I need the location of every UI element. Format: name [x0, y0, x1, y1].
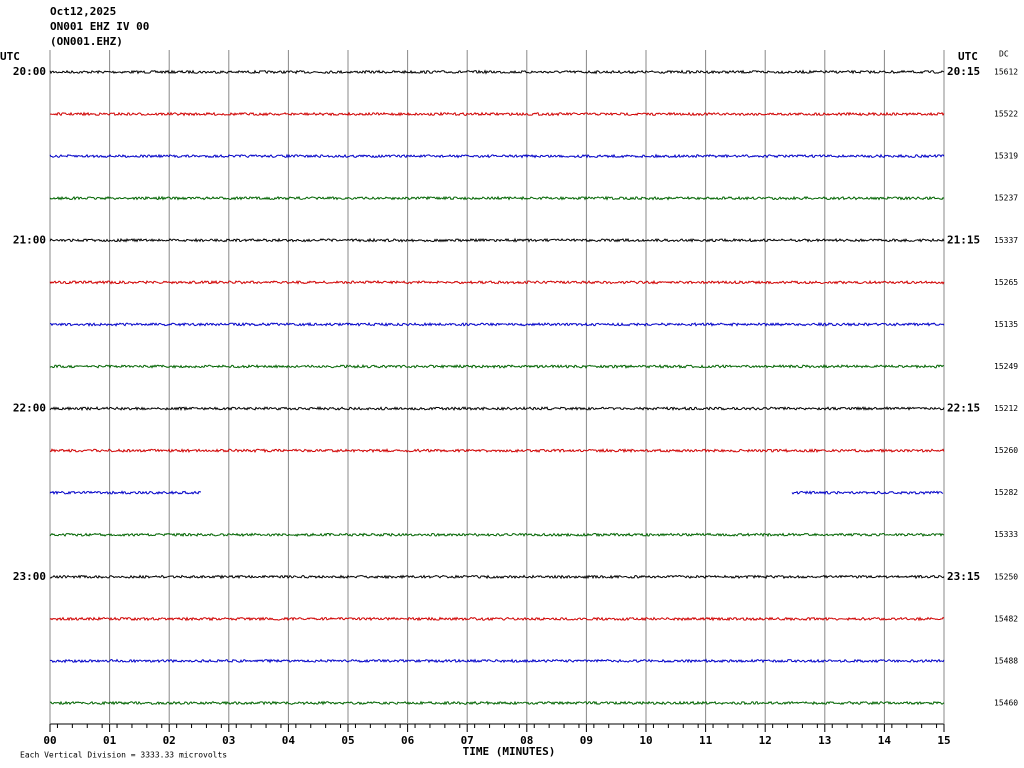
row-time-right: 22:15 [947, 402, 980, 415]
dc-value: 15250 [994, 572, 1018, 581]
x-tick-label: 04 [282, 734, 296, 747]
x-tick-label: 05 [341, 734, 354, 747]
trace [49, 363, 945, 369]
x-tick-label: 07 [461, 734, 474, 747]
right-axis-title: UTC [958, 50, 978, 63]
x-tick-label: 10 [639, 734, 652, 747]
row-time-left: 21:00 [13, 233, 46, 246]
dc-value: 15460 [994, 699, 1018, 708]
row-time-right: 21:15 [947, 233, 980, 246]
dc-value: 15282 [994, 488, 1018, 497]
trace [49, 448, 945, 454]
trace [49, 406, 945, 412]
dc-value: 15488 [994, 656, 1018, 665]
x-tick-label: 13 [818, 734, 831, 747]
x-tick-label: 02 [163, 734, 176, 747]
header-line: Oct12,2025 [50, 5, 116, 18]
dc-value: 15249 [994, 362, 1018, 371]
x-tick-label: 00 [43, 734, 56, 747]
x-tick-label: 03 [222, 734, 235, 747]
trace [49, 616, 945, 622]
trace [49, 195, 945, 201]
trace [49, 153, 945, 159]
header-line: ON001 EHZ IV 00 [50, 20, 149, 33]
row-time-left: 23:00 [13, 570, 46, 583]
dc-value: 15482 [994, 614, 1018, 623]
trace [49, 321, 945, 327]
trace [49, 532, 945, 538]
x-tick-label: 15 [937, 734, 950, 747]
trace [49, 658, 945, 664]
dc-value: 15612 [994, 68, 1018, 77]
dc-value: 15337 [994, 236, 1018, 245]
row-time-left: 22:00 [13, 402, 46, 415]
row-time-left: 20:00 [13, 65, 46, 78]
x-tick-label: 11 [699, 734, 713, 747]
trace [49, 490, 201, 495]
dc-value: 15265 [994, 278, 1018, 287]
dc-value: 15135 [994, 320, 1018, 329]
x-tick-label: 09 [580, 734, 593, 747]
dc-value: 15319 [994, 152, 1018, 161]
left-axis-title: UTC [0, 50, 20, 63]
x-tick-label: 06 [401, 734, 415, 747]
dc-value: 15522 [994, 110, 1018, 119]
dc-value: 15237 [994, 194, 1018, 203]
x-tick-label: 08 [520, 734, 533, 747]
x-axis-title: TIME (MINUTES) [463, 745, 556, 758]
footnote: Each Vertical Division = 3333.33 microvo… [20, 751, 227, 760]
dc-value: 15260 [994, 446, 1018, 455]
trace [49, 279, 945, 285]
trace [49, 574, 945, 580]
x-tick-label: 01 [103, 734, 117, 747]
dc-value: 15212 [994, 404, 1018, 413]
row-time-right: 20:15 [947, 65, 980, 78]
trace [49, 237, 945, 243]
trace [791, 490, 944, 496]
x-tick-label: 12 [759, 734, 772, 747]
x-tick-label: 14 [878, 734, 892, 747]
dc-value: 15333 [994, 530, 1018, 539]
trace [49, 700, 945, 706]
trace [50, 111, 945, 117]
header-line: (ON001.EHZ) [50, 35, 123, 48]
trace [49, 69, 945, 75]
dc-title: DC [999, 50, 1009, 59]
row-time-right: 23:15 [947, 570, 980, 583]
